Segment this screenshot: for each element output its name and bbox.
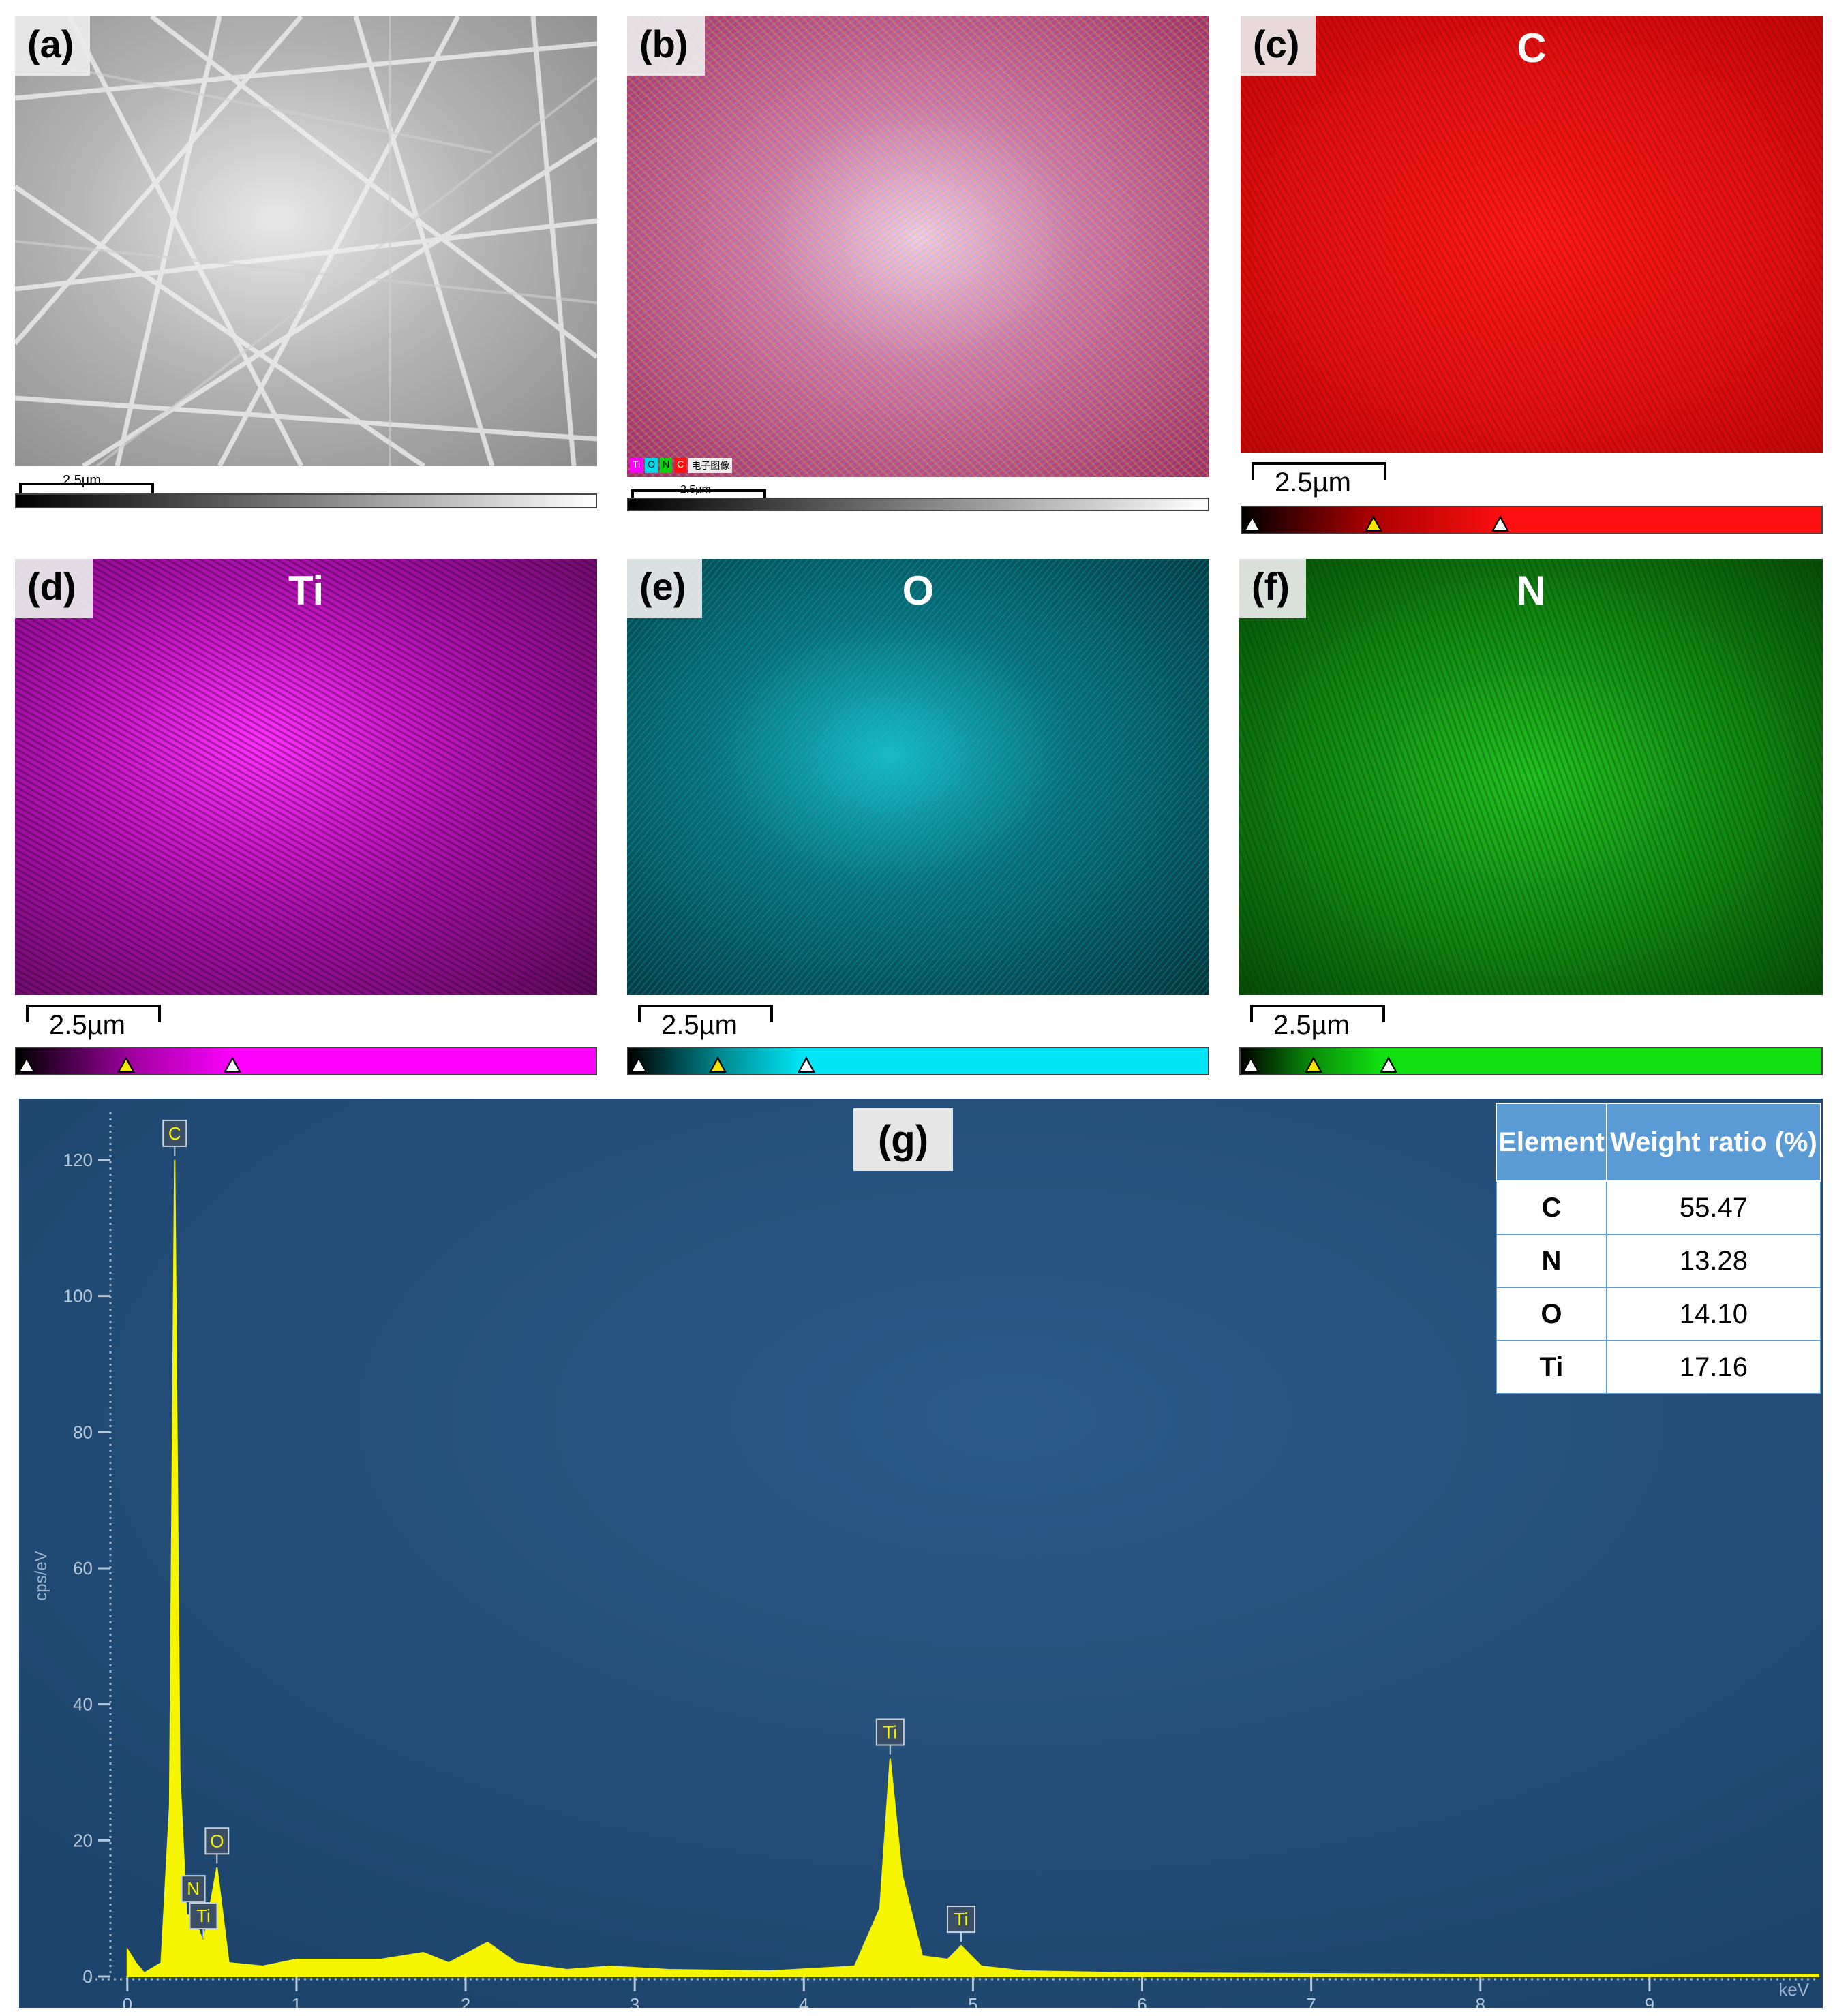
svg-text:N: N [187, 1878, 200, 1899]
table-row: C 55.47 [1496, 1180, 1822, 1235]
svg-text:O: O [210, 1831, 224, 1851]
table-row: N 13.28 [1496, 1234, 1822, 1288]
table-cell-value: 17.16 [1605, 1340, 1822, 1394]
y-tick-label: 80 [73, 1422, 93, 1442]
y-tick-label: 20 [73, 1830, 93, 1850]
scale-bar-c: 2.5µm [1241, 453, 1823, 507]
colorbar-a [15, 493, 597, 508]
panel-d-titanium-map: (d) Ti [15, 559, 597, 995]
scale-bar-b: 2.5µm [627, 477, 1209, 499]
spectrum-trace [126, 1159, 1819, 1977]
panel-a-sem-image: (a) [15, 16, 597, 466]
panel-f-nitrogen-map: (f) N [1239, 559, 1823, 995]
legend-electron-image: 电子图像 [688, 458, 733, 473]
x-tick-label: 3 [630, 1994, 639, 2008]
y-tick-label: 40 [73, 1694, 93, 1715]
peak-label: O [204, 1827, 230, 1864]
peak-labels: C N Ti O Ti Ti [162, 1119, 976, 1942]
scale-bar-f: 2.5µm [1239, 995, 1823, 1050]
x-tick-label: 8 [1476, 1994, 1485, 2008]
svg-text:Ti: Ti [954, 1909, 969, 1929]
panel-label-e: (e) [627, 559, 703, 618]
peak-label: Ti [189, 1902, 218, 1939]
x-tick-label: 1 [292, 1994, 301, 2008]
table-cell-element: N [1496, 1234, 1607, 1288]
table-cell-element: C [1496, 1180, 1607, 1235]
x-tick-label: 9 [1645, 1994, 1654, 2008]
panel-label-g: (g) [853, 1108, 953, 1171]
panel-b-overlay-map: (b) Ti O N C 电子图像 [627, 16, 1209, 477]
y-tick-label: 100 [63, 1286, 93, 1307]
weight-ratio-table: Element Weight ratio (%) C 55.47 N 13.28… [1496, 1103, 1822, 1394]
y-tick-label: 0 [83, 1966, 93, 1987]
table-cell-element: Ti [1496, 1340, 1607, 1394]
table-cell-value: 13.28 [1605, 1234, 1822, 1288]
x-tick-label: 7 [1306, 1994, 1316, 2008]
y-axis-label: cps/eV [32, 1551, 50, 1600]
panel-label-a: (a) [15, 16, 91, 76]
peak-label: Ti [947, 1906, 976, 1942]
legend-n: N [660, 458, 673, 473]
peak-label: N [181, 1875, 206, 1912]
table-header-weight: Weight ratio (%) [1605, 1103, 1822, 1182]
colorbar-f [1239, 1047, 1823, 1075]
svg-text:Ti: Ti [196, 1906, 211, 1926]
panel-e-oxygen-map: (e) O [627, 559, 1209, 995]
x-tick-label: 2 [461, 1994, 470, 2008]
legend-ti: Ti [630, 458, 643, 473]
colorbar-c [1241, 506, 1823, 534]
panel-label-c: (c) [1241, 16, 1316, 76]
panel-label-b: (b) [627, 16, 705, 76]
element-label-f: N [1516, 568, 1546, 613]
panel-c-carbon-map: (c) C [1241, 16, 1823, 453]
scale-text-f: 2.5µm [1273, 1010, 1350, 1040]
table-row: Ti 17.16 [1496, 1340, 1822, 1394]
legend-c: C [674, 458, 687, 473]
x-tick-label: 5 [968, 1994, 977, 2008]
peak-label: C [162, 1119, 187, 1156]
panel-label-f: (f) [1239, 559, 1306, 618]
panel-label-d: (d) [15, 559, 93, 618]
element-label-e: O [902, 568, 935, 613]
table-cell-value: 55.47 [1605, 1180, 1822, 1235]
scale-text-a: 2.5µm [63, 473, 101, 488]
panel-label-g-text: (g) [878, 1118, 928, 1162]
x-axis-unit: keV [1778, 1979, 1809, 2000]
y-tick-label: 60 [73, 1558, 93, 1578]
table-header-row: Element Weight ratio (%) [1496, 1103, 1822, 1182]
x-tick-label: 0 [123, 1994, 132, 2008]
peak-label: Ti [875, 1718, 905, 1755]
svg-text:C: C [168, 1123, 181, 1144]
sem-fibers [15, 16, 597, 466]
legend-o: O [645, 458, 658, 473]
table-cell-value: 14.10 [1605, 1287, 1822, 1341]
element-label-d: Ti [288, 568, 324, 613]
scale-bar-a: 2.5µm [15, 468, 597, 495]
scale-text-b: 2.5µm [680, 484, 711, 495]
overlay-legend: Ti O N C 电子图像 [630, 458, 733, 473]
y-tick-label: 120 [63, 1150, 93, 1170]
scale-text-d: 2.5µm [49, 1010, 125, 1040]
y-axis: 0 20 40 60 80 100 120 [63, 1112, 112, 1987]
table-cell-element: O [1496, 1287, 1607, 1341]
colorbar-e [627, 1047, 1209, 1075]
scale-text-e: 2.5µm [661, 1010, 738, 1040]
scale-bar-d: 2.5µm [15, 995, 597, 1050]
scale-text-c: 2.5µm [1275, 468, 1351, 498]
x-axis: 0 1 2 3 4 5 6 7 8 9 [83, 1976, 1819, 2008]
table-row: O 14.10 [1496, 1287, 1822, 1341]
x-tick-label: 6 [1137, 1994, 1147, 2008]
table-header-element: Element [1496, 1103, 1607, 1182]
element-label-c: C [1517, 25, 1547, 71]
x-tick-label: 4 [799, 1994, 808, 2008]
colorbar-d [15, 1047, 597, 1075]
colorbar-b [627, 498, 1209, 511]
scale-bar-e: 2.5µm [627, 995, 1209, 1050]
svg-text:Ti: Ti [883, 1722, 897, 1743]
